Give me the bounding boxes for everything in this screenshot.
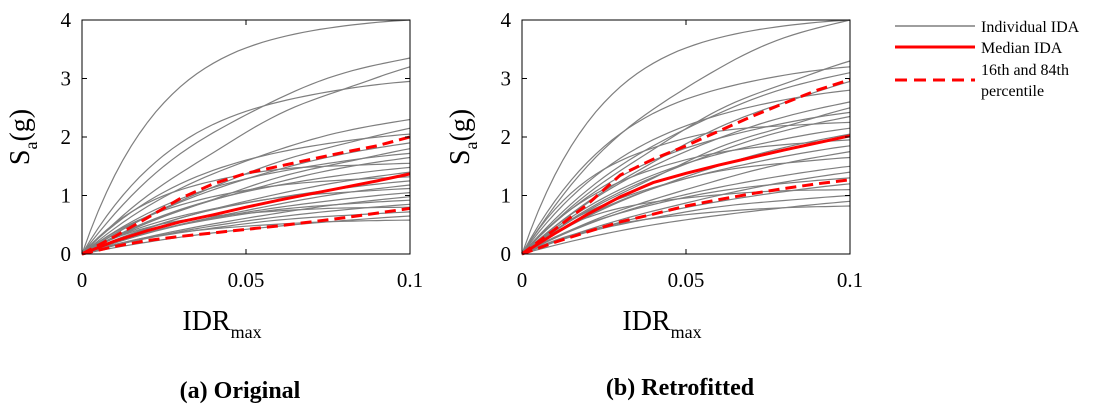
- retrofitted-individual-ida-line: [521, 101, 851, 255]
- x-tick-label: 0: [77, 268, 88, 292]
- retrofitted-individual-ida-line: [521, 19, 851, 255]
- legend-percentile-label-line2: percentile: [981, 83, 1044, 100]
- retrofitted-individual-ida-line: [521, 66, 851, 255]
- retrofitted-individual-ida-line: [521, 80, 851, 255]
- original-median-ida-line: [81, 172, 411, 256]
- legend: Individual IDA Median IDA 16th and 84th …: [895, 19, 1080, 100]
- original-individual-ida-line: [81, 162, 411, 255]
- y-tick-label: 4: [501, 8, 512, 32]
- x-tick-label: 0.05: [228, 268, 265, 292]
- y-axis-label: Sa(g): [5, 109, 41, 165]
- retrofitted-individual-ida-line: [521, 177, 851, 255]
- y-tick-label: 4: [61, 8, 72, 32]
- chart-original: 0 0.05 0.1 0 1 2 3 4 IDRmax Sa(g) (a) Original: [5, 8, 423, 404]
- retrofitted-median-ida-line: [521, 134, 851, 256]
- retrofitted-individual-ida-line: [521, 127, 851, 255]
- legend-percentile-label-line1: 16th and 84th: [981, 62, 1069, 79]
- y-tick-label: 1: [501, 184, 512, 208]
- retrofitted-individual-ida-line: [521, 156, 851, 255]
- legend-individual-label: Individual IDA: [981, 19, 1080, 36]
- retrofitted-individual-ida-line: [521, 165, 851, 255]
- y-tick-label: 3: [501, 67, 512, 91]
- legend-median-label: Median IDA: [981, 40, 1063, 57]
- y-tick-label: 2: [61, 125, 72, 149]
- original-individual-ida-line: [81, 19, 411, 255]
- chart-caption: (b) Retrofitted: [606, 375, 755, 401]
- original-individual-ida-line: [81, 192, 411, 255]
- y-tick-label: 0: [501, 242, 512, 266]
- retrofitted-individual-ida-line: [521, 205, 851, 255]
- original-individual-ida-line: [81, 166, 411, 255]
- retrofitted-individual-ida-line: [521, 139, 851, 255]
- retrofitted-individual-ida-line: [521, 121, 851, 255]
- x-tick-label: 0.1: [837, 268, 863, 292]
- retrofitted-84th-percentile-line: [521, 78, 851, 256]
- retrofitted-individual-ida-line: [521, 72, 851, 255]
- x-tick-label: 0.05: [668, 268, 705, 292]
- retrofitted-individual-ida-line: [521, 89, 851, 255]
- x-axis-label: IDRmax: [622, 306, 701, 342]
- y-axis-label: Sa(g): [445, 109, 481, 165]
- retrofitted-individual-ida-line: [521, 200, 851, 255]
- original-16th-percentile-line: [81, 206, 411, 256]
- y-tick-label: 0: [61, 242, 72, 266]
- original-individual-ida-line: [81, 176, 411, 255]
- original-individual-ida-line: [81, 57, 411, 255]
- x-axis-label: IDRmax: [182, 306, 261, 342]
- original-individual-ida-line: [81, 206, 411, 255]
- original-individual-ida-line: [81, 219, 411, 255]
- chart-retrofitted: 0 0.05 0.1 0 1 2 3 4 IDRmax Sa(g) (b) Retrofitted: [445, 8, 863, 401]
- y-tick-label: 2: [501, 125, 512, 149]
- original-individual-ida-line: [81, 118, 411, 255]
- original-individual-ida-line: [81, 80, 411, 255]
- retrofitted-individual-ida-line: [521, 19, 851, 255]
- chart-caption: (a) Original: [180, 378, 301, 404]
- x-tick-label: 0.1: [397, 268, 423, 292]
- x-tick-label: 0: [517, 268, 528, 292]
- original-84th-percentile-line: [81, 135, 411, 256]
- y-tick-label: 3: [61, 67, 72, 91]
- original-individual-ida-line: [81, 187, 411, 255]
- original-individual-ida-line: [81, 152, 411, 255]
- original-individual-ida-line: [81, 66, 411, 255]
- retrofitted-16th-percentile-line: [521, 178, 851, 256]
- y-tick-label: 1: [61, 184, 72, 208]
